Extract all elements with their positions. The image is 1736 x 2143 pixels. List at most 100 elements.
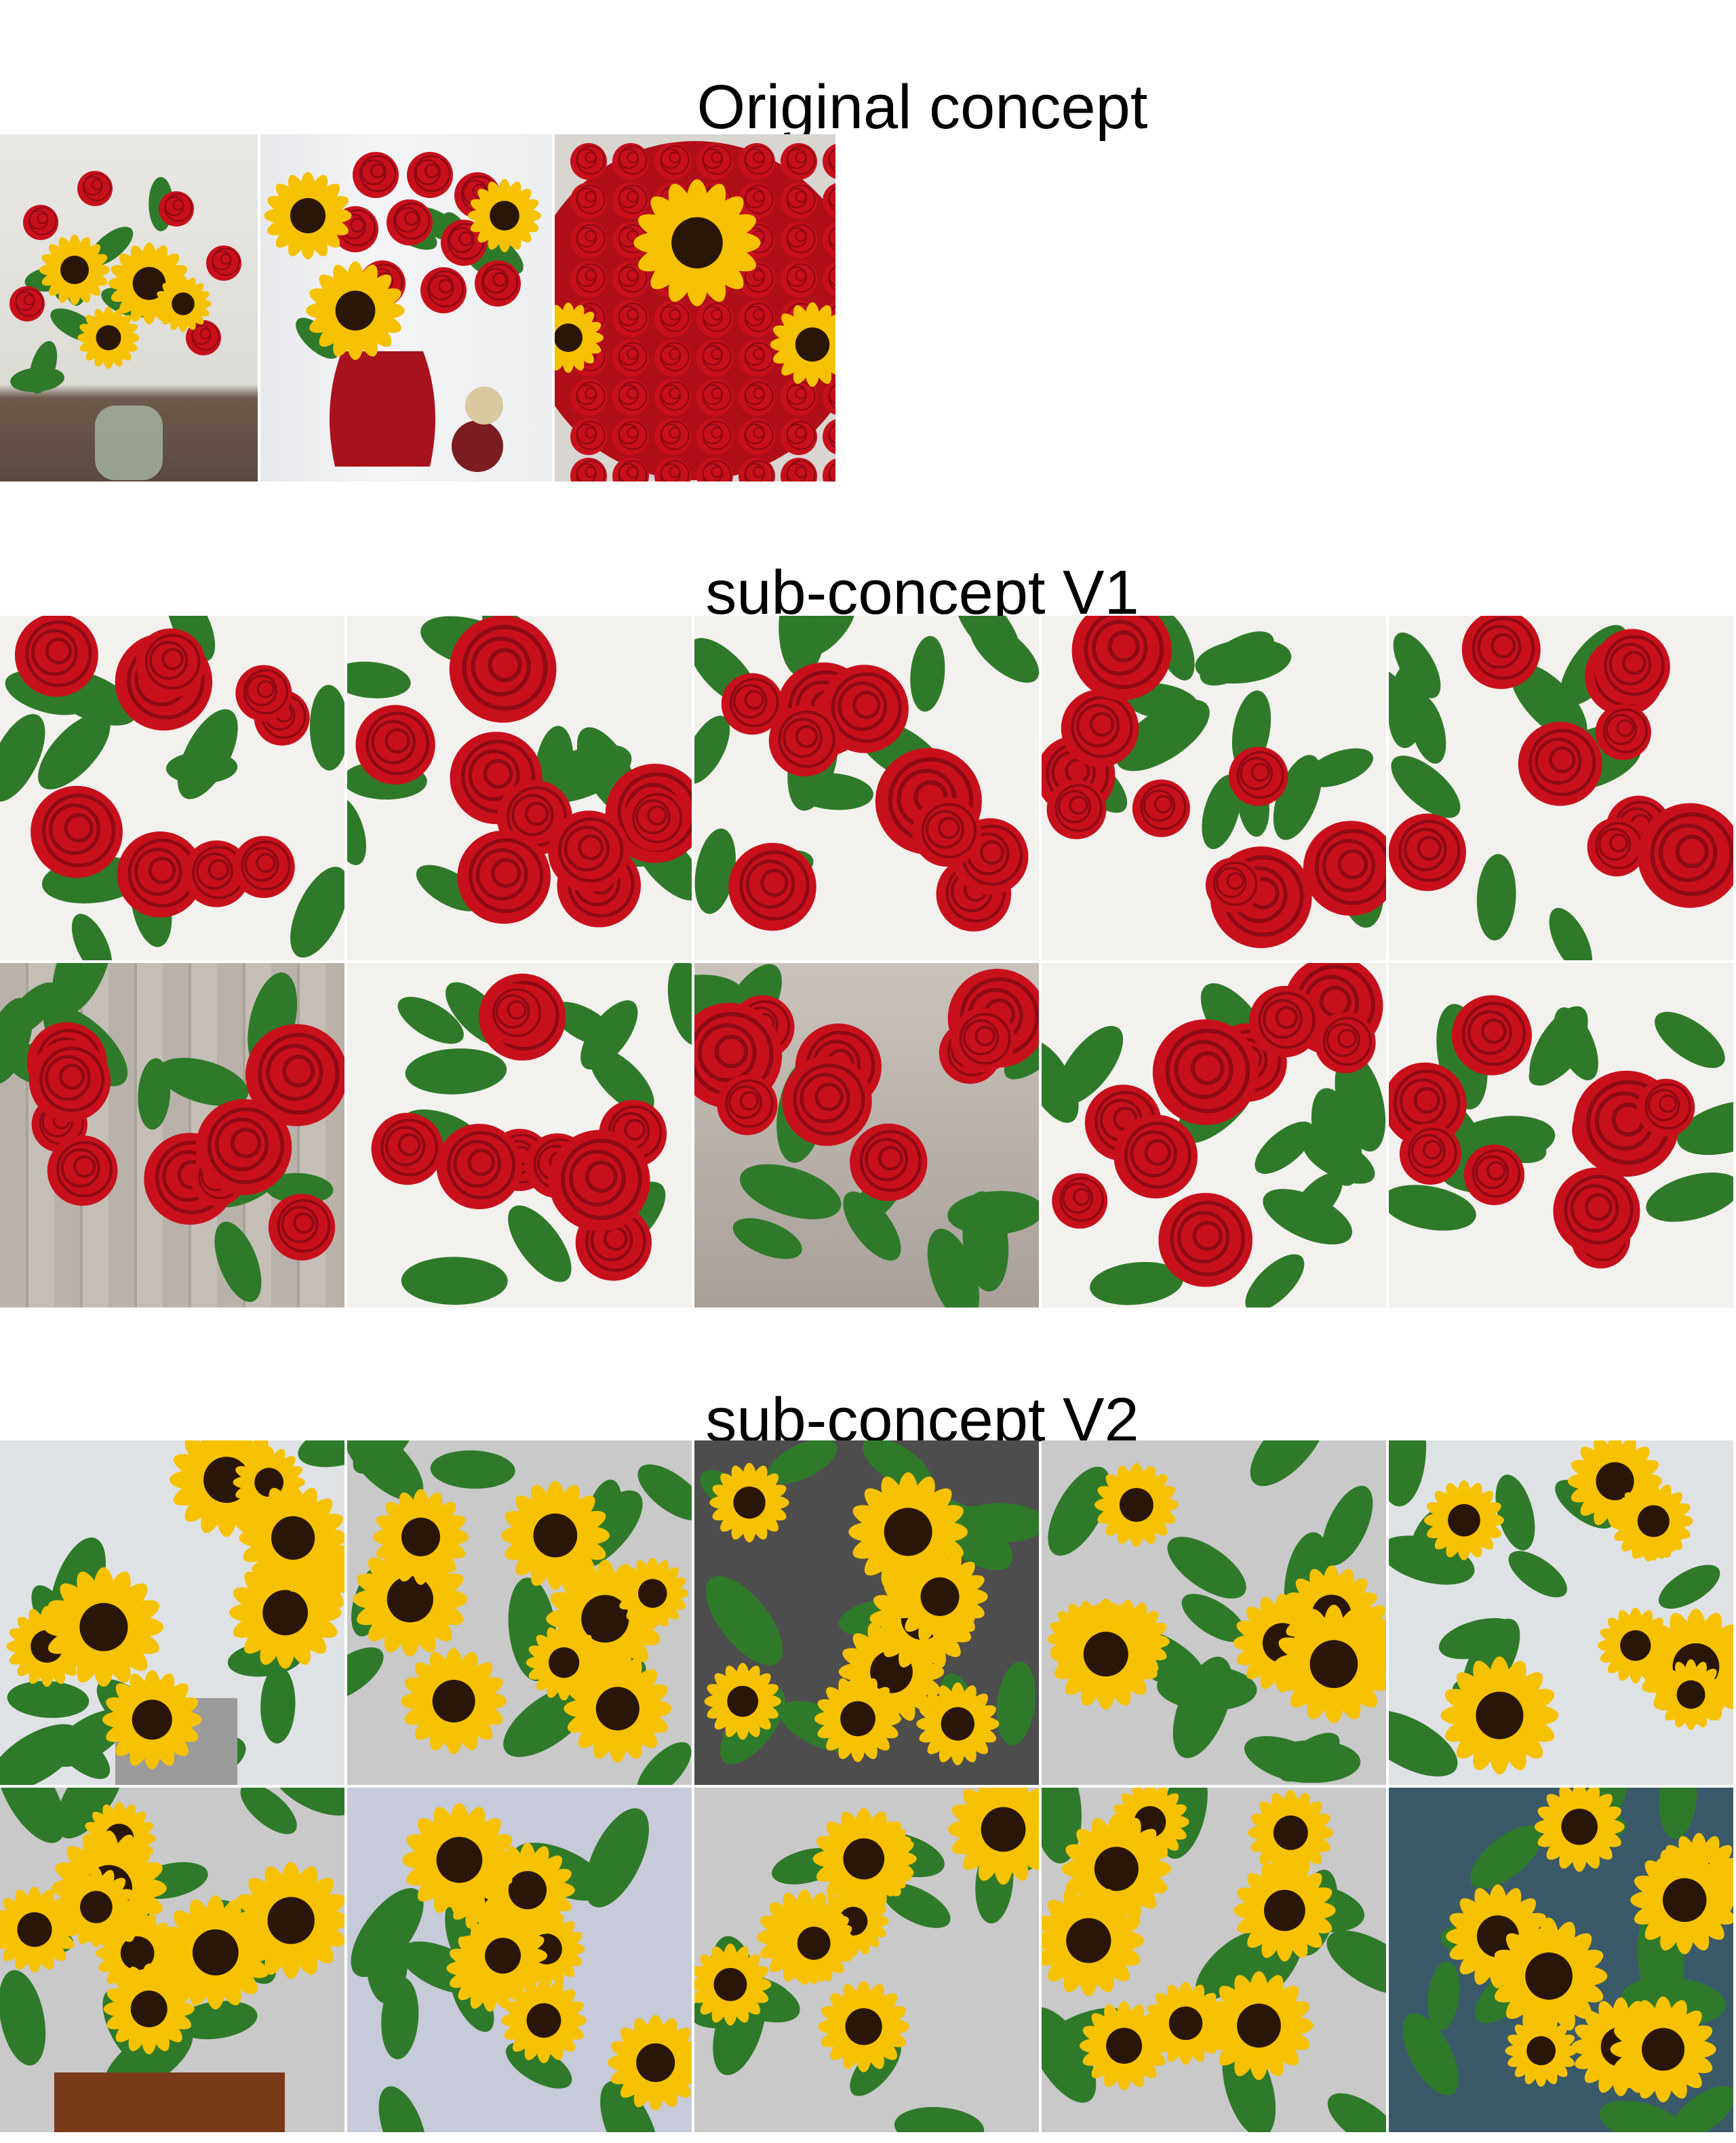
leaf-icon — [1090, 1261, 1183, 1305]
rose-dome-illustration — [555, 141, 835, 481]
sunflower-icon — [1274, 1605, 1386, 1724]
rose-icon — [407, 152, 453, 198]
leaf-icon — [1322, 1485, 1373, 1566]
original-image-1 — [0, 134, 258, 481]
v1-image-8 — [694, 963, 1039, 1308]
leaf-icon — [694, 715, 730, 784]
v1-image-3 — [694, 616, 1039, 960]
roses-illustration — [1389, 616, 1733, 960]
leaf-icon — [0, 1970, 46, 2066]
rose-icon — [612, 261, 649, 298]
leaf-icon — [1495, 1474, 1535, 1551]
leaf-icon — [637, 1464, 692, 1520]
rose-icon — [612, 340, 649, 376]
rose-icon — [1303, 821, 1386, 916]
rose-icon — [1314, 1012, 1376, 1074]
sunflowers-illustration — [700, 1440, 1039, 1766]
leaf-icon — [1202, 774, 1241, 850]
leaf-icon — [508, 1205, 572, 1282]
sunflower-icon — [402, 1803, 517, 1917]
bouquet-vase-illustration — [9, 171, 241, 480]
rose-icon — [387, 199, 433, 245]
leaf-icon — [10, 367, 64, 393]
leaf-icon — [260, 1666, 296, 1744]
leaf-icon — [863, 1440, 932, 1490]
sunflower-icon — [500, 1978, 587, 2064]
sunflower-icon — [43, 1567, 164, 1687]
leaf-icon — [600, 2081, 659, 2132]
rose-icon — [1637, 803, 1733, 908]
leaf-icon — [1167, 1537, 1246, 1599]
rose-icon — [781, 261, 817, 298]
roses-illustration — [371, 963, 692, 1305]
sunflower-icon — [155, 275, 212, 332]
sunflower-icon — [812, 1807, 915, 1910]
sunflower-icon — [1050, 1598, 1162, 1710]
rose-icon — [1132, 779, 1190, 838]
rose-icon — [159, 191, 194, 227]
sunflower-icon — [1614, 1481, 1693, 1561]
roses-illustration — [1042, 616, 1386, 949]
leaf-icon — [1057, 1025, 1124, 1105]
sunflower-icon — [500, 1480, 610, 1590]
sunflower-icon — [372, 1489, 469, 1585]
leaf-icon — [1659, 1788, 1697, 1839]
roses-illustration — [1042, 963, 1386, 1308]
rose-icon — [570, 418, 607, 455]
rose-icon — [268, 1194, 336, 1261]
rose-icon — [717, 1074, 778, 1135]
rose-icon — [548, 1130, 650, 1232]
red-vase-bouquet-illustration — [264, 152, 542, 472]
sunflower-icon — [1440, 1656, 1559, 1775]
sunflower-icon — [1424, 1480, 1504, 1560]
sunflower-icon — [1630, 1845, 1733, 1954]
rose-icon — [612, 182, 649, 219]
leaf-icon — [167, 616, 216, 662]
rose-icon — [654, 418, 691, 455]
leaf-icon — [290, 867, 344, 958]
leaf-icon — [1409, 694, 1446, 764]
leaf-icon — [1042, 1788, 1082, 1864]
rose-icon — [1587, 817, 1646, 877]
leaf-icon — [1427, 1961, 1460, 2030]
rose-icon — [1389, 813, 1466, 891]
leaf-icon — [996, 1661, 1036, 1746]
rose-icon — [1636, 1078, 1695, 1137]
leaf-icon — [347, 661, 411, 699]
leaf-icon — [347, 1647, 384, 1702]
leaf-icon — [962, 1191, 1009, 1292]
rose-icon — [623, 788, 687, 851]
rose-icon — [355, 705, 435, 785]
leaf-icon — [158, 1057, 249, 1106]
leaf-icon — [1670, 2086, 1733, 2132]
sunflower-icon — [633, 179, 761, 307]
leaf-icon — [1393, 632, 1441, 699]
leaf-icon — [1181, 1594, 1246, 1643]
leaf-icon — [405, 1048, 507, 1095]
rose-icon — [912, 797, 982, 867]
rose-icon — [823, 183, 835, 218]
leaf-icon — [1476, 854, 1516, 941]
leaf-icon — [351, 1888, 424, 1978]
sunflower-icon — [916, 1682, 1000, 1766]
leaf-icon — [732, 1218, 802, 1259]
sunflower-icon — [233, 1446, 305, 1518]
leaf-icon — [1255, 1121, 1314, 1174]
rose-icon — [47, 1135, 118, 1206]
rose-icon — [1152, 1019, 1259, 1126]
rose-icon — [823, 380, 835, 415]
rose-icon — [31, 785, 123, 878]
leaf-icon — [381, 1977, 419, 2060]
sunflower-icon — [1597, 1607, 1674, 1684]
rose-icon — [233, 835, 295, 899]
rose-icon — [823, 262, 835, 297]
leaf-icon — [955, 616, 1021, 663]
v1-image-7 — [347, 963, 692, 1308]
rose-icon — [206, 245, 241, 281]
rose-icon — [570, 458, 607, 481]
rose-icon — [1461, 616, 1541, 690]
rose-icon — [696, 143, 733, 180]
rose-icon — [1061, 689, 1139, 768]
rose-icon — [235, 665, 292, 722]
sunflower-icon — [306, 261, 405, 360]
